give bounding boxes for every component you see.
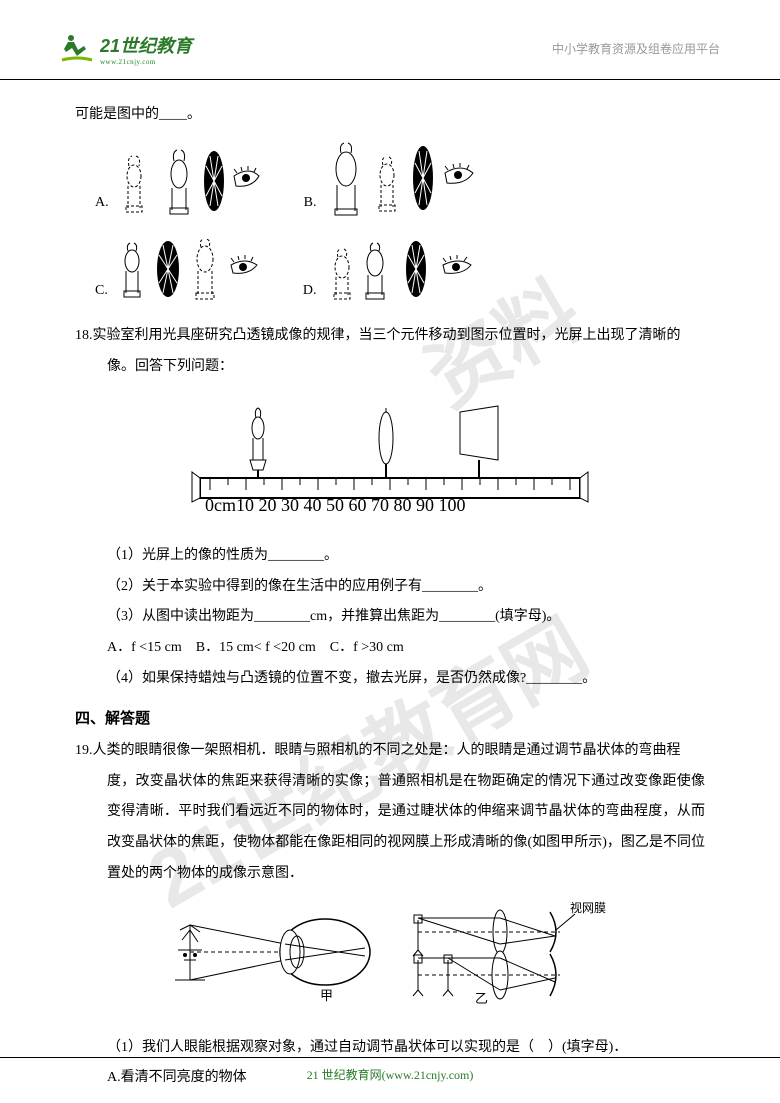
logo-icon <box>60 32 94 66</box>
option-b-label: B. <box>304 188 317 219</box>
logo-sub-text: www.21cnjy.com <box>100 58 192 66</box>
option-b-figure <box>321 141 481 229</box>
option-d-label: D. <box>303 276 317 307</box>
section-4-title: 四、解答题 <box>75 703 705 736</box>
q18-text-1: 18.实验室利用光具座研究凸透镜成像的规律，当三个元件移动到图示位置时，光屏上出… <box>75 321 705 352</box>
page-content: 可能是图中的____。 A. B. <box>0 80 780 1094</box>
q19-text-2: 度，改变晶状体的焦距来获得清晰的实像；普通照相机是在物距确定的情况下通过改变像距… <box>107 767 705 890</box>
page-footer: 21 世纪教育网(www.21cnjy.com) <box>0 1057 780 1083</box>
option-a-label: A. <box>95 188 109 219</box>
footer-text: 21 世纪教育网(www.21cnjy.com) <box>75 1066 705 1083</box>
header-right-text: 中小学教育资源及组卷应用平台 <box>552 40 720 57</box>
q18-sub4: （4）如果保持蜡烛与凸透镜的位置不变，撤去光屏，是否仍然成像?________。 <box>107 664 705 695</box>
eye-diagram-figure: 甲 乙 视网膜 <box>75 900 705 1023</box>
logo-main-text: 21世纪教育 <box>100 32 192 58</box>
option-c-label: C. <box>95 276 108 307</box>
page-header: 21世纪教育 www.21cnjy.com 中小学教育资源及组卷应用平台 <box>0 0 780 80</box>
options-row-2: C. D. <box>95 239 705 317</box>
option-d-figure <box>321 239 481 317</box>
q18-sub2: （2）关于本实验中得到的像在生活中的应用例子有________。 <box>107 572 705 603</box>
continuation-line: 可能是图中的____。 <box>75 100 705 131</box>
logo: 21世纪教育 www.21cnjy.com <box>60 32 192 66</box>
q18-options: A．f <15 cm B．15 cm< f <20 cm C．f >30 cm <box>107 633 705 664</box>
optical-bench-figure: 0cm10 20 30 40 50 60 70 80 90 100 <box>75 398 705 526</box>
q18-sub1: （1）光屏上的像的性质为________。 <box>107 541 705 572</box>
q18-text-2: 像。回答下列问题： <box>107 352 705 383</box>
retina-label: 视网膜 <box>570 900 606 915</box>
option-a-figure <box>114 146 264 229</box>
q19-text-1: 19.人类的眼睛很像一架照相机．眼睛与照相机的不同之处是：人的眼睛是通过调节晶状… <box>75 736 705 767</box>
options-row-1: A. B. <box>95 141 705 229</box>
option-c-figure <box>113 239 263 317</box>
caption-jia: 甲 <box>320 988 333 1003</box>
caption-yi: 乙 <box>475 991 488 1006</box>
ruler-scale-text: 0cm10 20 30 40 50 60 70 80 90 100 <box>205 495 466 513</box>
q18-sub3: （3）从图中读出物距为________cm，并推算出焦距为________(填字… <box>107 602 705 633</box>
